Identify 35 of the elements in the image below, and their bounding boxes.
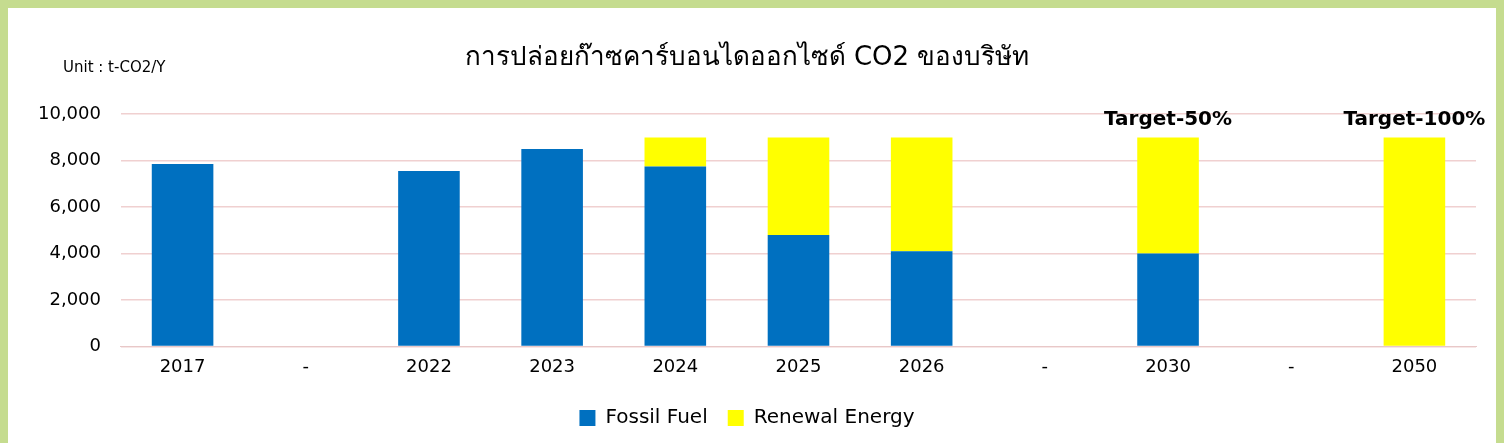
bar [398, 171, 460, 346]
bar [890, 251, 953, 346]
y-tick-label: 4,000 [49, 241, 101, 263]
x-tick-label: 2023 [529, 354, 576, 376]
x-tick-label: - [1041, 354, 1049, 376]
y-tick-label: 8,000 [49, 148, 101, 170]
bar [767, 137, 830, 235]
x-tick-label: 2025 [775, 354, 822, 376]
bar [767, 234, 830, 346]
y-tick-label: 6,000 [49, 194, 101, 216]
bar [1137, 137, 1199, 254]
y-tick-label: 2,000 [49, 287, 101, 309]
bar [1383, 137, 1446, 346]
x-tick-label: 2050 [1391, 354, 1438, 376]
x-tick-label: 2026 [898, 354, 945, 376]
y-axis-title: Unit : t-CO2/Y [63, 57, 167, 76]
chart-title: การปล่อยก๊าซคาร์บอนไดออกไซด์ CO2 ของบริษัท [464, 41, 1030, 72]
x-tick-label: 2017 [159, 354, 206, 376]
y-tick-label: 0 [89, 334, 101, 356]
x-tick-label: - [1287, 354, 1295, 376]
x-tick-label: 2022 [406, 354, 452, 376]
x-tick-label: 2030 [1145, 354, 1191, 376]
bar [644, 166, 707, 346]
bar [521, 149, 583, 346]
legend-label: Fossil Fuel [605, 404, 708, 429]
y-tick-label: 10,000 [38, 101, 101, 123]
annotation: Target-50% [1104, 105, 1233, 130]
bar [151, 164, 214, 346]
bar [890, 137, 953, 252]
legend-label: Renewal Energy [753, 404, 915, 429]
bar [1137, 253, 1199, 346]
x-tick-label: 2024 [652, 354, 699, 376]
x-tick-label: - [302, 354, 310, 376]
annotation: Target-100% [1343, 105, 1486, 130]
bar [644, 137, 707, 167]
